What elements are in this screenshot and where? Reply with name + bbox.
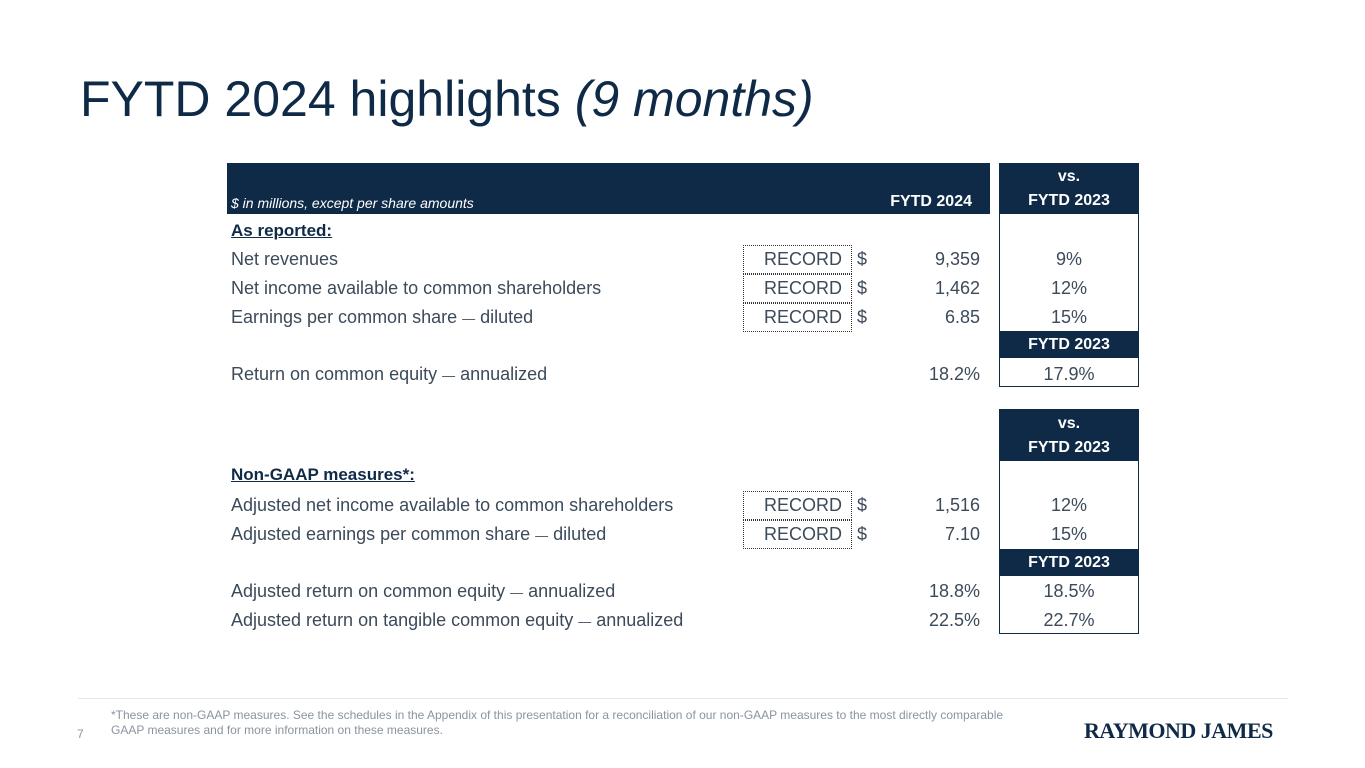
- footnote: *These are non-GAAP measures. See the sc…: [111, 708, 1004, 737]
- footer-divider: [78, 698, 1288, 699]
- table-row: Adjusted net income available to common …: [231, 495, 674, 515]
- table-row: Net income available to common sharehold…: [231, 278, 602, 298]
- raymond-james-logo: RAYMOND JAMES: [1084, 718, 1273, 743]
- table-row: Adjusted return on tangible common equit…: [231, 610, 684, 630]
- page-title: FYTD 2024 highlights (9 months): [80, 71, 814, 127]
- section-heading-reported: As reported:: [231, 221, 333, 240]
- table-header: $ in millions, except per share amounts …: [227, 163, 990, 214]
- column-header-vs: vs. FYTD 2023: [999, 409, 1139, 461]
- column-header-vs: vs. FYTD 2023: [999, 163, 1139, 214]
- table-row: Earnings per common share — diluted: [231, 307, 534, 327]
- row-prior: 17.9%: [1043, 364, 1095, 384]
- row-value: 18.2%: [928, 364, 980, 384]
- currency-symbol: $: [857, 307, 868, 327]
- row-prior: 18.5%: [1043, 581, 1095, 601]
- row-value: 6.85: [944, 307, 980, 327]
- column-header-prior: FYTD 2023: [999, 549, 1139, 576]
- row-value: 9,359: [934, 249, 980, 269]
- record-badge: RECORD: [743, 491, 852, 520]
- currency-symbol: $: [857, 278, 868, 298]
- row-value: 7.10: [944, 524, 980, 544]
- row-change: 15%: [1050, 307, 1088, 327]
- table-row: Return on common equity — annualized: [231, 364, 548, 384]
- page-subtitle: (9 months): [574, 71, 814, 127]
- record-badge: RECORD: [743, 274, 852, 303]
- row-value: 18.8%: [928, 581, 980, 601]
- column-header-prior: FYTD 2023: [999, 331, 1139, 358]
- page-number: 7: [77, 727, 84, 741]
- row-change: 15%: [1050, 524, 1088, 544]
- row-value: 1,516: [934, 495, 980, 515]
- row-change: 12%: [1050, 278, 1088, 298]
- column-header-current: FYTD 2024: [890, 193, 972, 210]
- row-value: 22.5%: [928, 610, 980, 630]
- row-change: 12%: [1050, 495, 1088, 515]
- row-prior: 22.7%: [1043, 610, 1095, 630]
- currency-symbol: $: [857, 495, 868, 515]
- row-value: 1,462: [934, 278, 980, 298]
- section-heading-non-gaap: Non-GAAP measures*:: [231, 465, 415, 484]
- record-badge: RECORD: [743, 520, 852, 549]
- currency-symbol: $: [857, 249, 868, 269]
- units-note: $ in millions, except per share amounts: [231, 195, 474, 211]
- table-row: Adjusted return on common equity — annua…: [231, 581, 616, 601]
- record-badge: RECORD: [743, 245, 852, 274]
- record-badge: RECORD: [743, 303, 852, 332]
- currency-symbol: $: [857, 524, 868, 544]
- table-row: Adjusted earnings per common share — dil…: [231, 524, 607, 544]
- table-row: Net revenues: [231, 249, 339, 269]
- row-change: 9%: [1055, 249, 1082, 269]
